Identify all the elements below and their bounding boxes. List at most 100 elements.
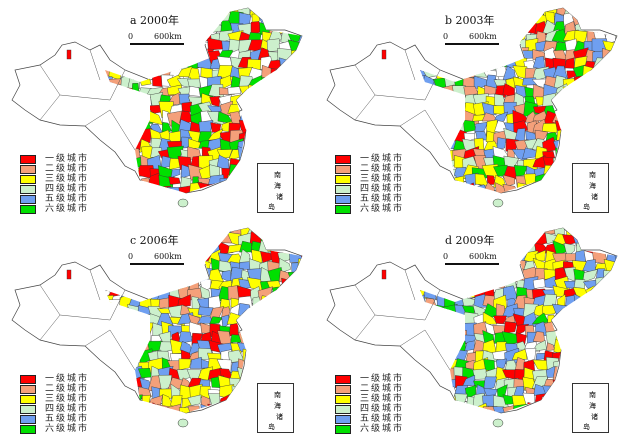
inset-char: 南 xyxy=(589,171,596,179)
city-region xyxy=(613,8,617,17)
legend: 一级城市 二级城市 三级城市 四级城市 五级城市 六级城市 xyxy=(20,374,89,434)
city-region xyxy=(278,298,293,308)
province-boundary xyxy=(399,109,451,151)
city-region xyxy=(424,375,436,392)
city-region xyxy=(260,103,272,113)
city-region xyxy=(582,269,599,283)
city-region xyxy=(277,13,293,25)
city-region xyxy=(151,410,163,413)
legend-swatch xyxy=(335,154,351,164)
legend-item: 一级城市 xyxy=(20,154,89,164)
city-region xyxy=(277,120,294,134)
city-region xyxy=(150,277,165,293)
city-region xyxy=(424,239,437,256)
city-region xyxy=(582,357,596,374)
city-region xyxy=(158,414,173,424)
city-region xyxy=(137,249,152,263)
city-region xyxy=(435,386,445,399)
legend-swatch xyxy=(335,404,351,414)
city-region xyxy=(576,113,586,125)
city-region xyxy=(614,65,617,80)
city-region xyxy=(507,261,518,274)
legend-swatch xyxy=(335,374,351,384)
province-boundary xyxy=(84,109,136,151)
city-region xyxy=(562,341,577,356)
city-region xyxy=(157,48,172,64)
city-region xyxy=(280,76,291,91)
city-region xyxy=(587,330,599,346)
city-region xyxy=(612,414,625,424)
city-region xyxy=(495,233,509,244)
city-region xyxy=(454,48,469,62)
city-region xyxy=(573,338,589,354)
city-region xyxy=(613,228,617,235)
legend-item: 四级城市 xyxy=(20,404,89,414)
city-region xyxy=(614,312,617,327)
city-region xyxy=(272,286,282,303)
legend-swatch xyxy=(20,184,36,194)
inset-char: 海 xyxy=(589,402,596,410)
city-region xyxy=(300,404,302,413)
city-region xyxy=(177,14,193,27)
city-region xyxy=(573,306,589,316)
legend-item: 二级城市 xyxy=(335,164,404,174)
city-region xyxy=(566,110,581,128)
legend-label: 五级城市 xyxy=(45,414,90,424)
scale-distance: 600km xyxy=(469,252,497,261)
legend-swatch xyxy=(20,374,36,384)
city-region xyxy=(300,176,302,188)
city-region xyxy=(228,164,243,178)
city-region xyxy=(602,76,617,88)
city-region xyxy=(564,94,579,108)
city-region xyxy=(593,367,610,383)
city-region xyxy=(604,303,617,319)
city-region xyxy=(129,56,144,70)
legend-label: 一级城市 xyxy=(45,154,90,164)
city-region xyxy=(288,295,302,306)
city-region xyxy=(420,239,429,257)
city-region xyxy=(553,393,570,409)
city-region xyxy=(614,173,617,191)
city-region xyxy=(612,349,617,362)
city-region xyxy=(277,84,292,96)
city-region xyxy=(424,386,439,398)
city-region xyxy=(614,235,617,245)
city-region xyxy=(289,233,301,246)
city-region xyxy=(105,240,112,256)
city-region xyxy=(141,394,151,405)
city-region xyxy=(542,193,556,207)
legend-item: 三级城市 xyxy=(335,394,404,404)
city-region xyxy=(259,110,272,125)
city-region xyxy=(563,148,576,159)
city-region xyxy=(415,194,429,208)
city-region xyxy=(261,323,274,335)
city-region xyxy=(186,240,204,255)
city-region xyxy=(574,104,589,116)
city-region xyxy=(431,258,447,273)
city-region xyxy=(602,131,617,143)
city-region xyxy=(126,394,143,411)
city-region xyxy=(267,137,283,153)
city-region xyxy=(442,182,459,193)
city-region xyxy=(381,269,387,280)
city-region xyxy=(461,191,479,193)
city-region xyxy=(611,276,617,291)
city-region xyxy=(562,86,577,98)
city-region xyxy=(270,94,285,108)
map-panel-b: b 2003年 0 600km 一级城市 二级城市 三级城市 四级城市 五级城市 六级城市… xyxy=(315,0,625,218)
city-region xyxy=(217,406,236,413)
city-region xyxy=(524,416,536,424)
city-region xyxy=(420,182,427,193)
city-region xyxy=(170,168,181,178)
city-region xyxy=(612,406,617,413)
city-region xyxy=(121,268,135,280)
city-region xyxy=(443,58,458,69)
city-region xyxy=(501,412,520,413)
city-region xyxy=(190,259,201,275)
city-region xyxy=(248,350,264,366)
inset-char: 南 xyxy=(589,391,596,399)
city-region xyxy=(197,306,214,317)
city-region xyxy=(432,39,450,51)
city-region xyxy=(139,185,151,193)
legend-item: 三级城市 xyxy=(335,174,404,184)
